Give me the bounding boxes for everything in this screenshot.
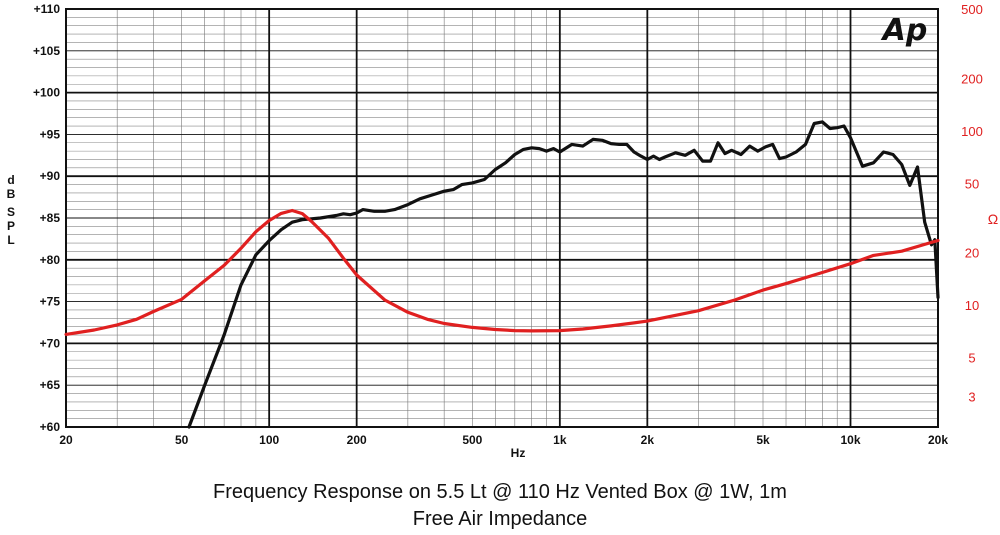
y-tick-label: +100: [33, 86, 60, 100]
y2-tick-label: 500: [961, 2, 983, 17]
x-tick-label: 2k: [641, 433, 655, 447]
chart-subtitle: Free Air Impedance: [412, 508, 588, 530]
ap-logo: Ap: [881, 13, 928, 48]
plot-frame: [65, 8, 939, 428]
x-tick-label: 100: [259, 433, 279, 447]
right-axis-title: Ω: [988, 211, 998, 227]
y-tick-label: +75: [40, 295, 61, 309]
y2-tick-label: 5: [968, 351, 975, 366]
y-tick-label: +65: [40, 378, 61, 392]
x-tick-label: 10k: [840, 433, 860, 447]
y-tick-label: +105: [33, 44, 60, 58]
y2-tick-label: 100: [961, 124, 983, 139]
y2-tick-label: 200: [961, 71, 983, 86]
x-axis-title: Hz: [511, 446, 526, 460]
impedance-series-line: [64, 208, 940, 336]
major-grid: [66, 8, 938, 428]
x-tick-label: 500: [462, 433, 482, 447]
y-tick-label: +95: [40, 127, 61, 141]
left-axis-ticks: +110 +105 +100 +95 +90 +85 +80 +75 +70 +65 +60: [33, 2, 60, 434]
y-tick-label: +60: [40, 420, 61, 434]
x-axis-ticks: 20 50 100 200 500 1k 2k 5k 10k 20k: [59, 433, 948, 447]
y-tick-label: +70: [40, 336, 61, 350]
y-tick-label: +90: [40, 169, 61, 183]
y-axis-title-letter: L: [7, 233, 14, 247]
y-axis-title-letter: B: [7, 187, 16, 201]
x-tick-label: 20: [59, 433, 73, 447]
chart-title: Frequency Response on 5.5 Lt @ 110 Hz Ve…: [213, 481, 787, 503]
y-tick-label: +85: [40, 211, 61, 225]
y2-tick-label: 3: [968, 389, 975, 404]
y2-tick-label: 20: [965, 246, 979, 261]
spl-series-line: [187, 120, 940, 429]
right-axis-ticks: 500 200 100 50 20 10 5 3: [961, 2, 983, 404]
x-tick-label: 20k: [928, 433, 948, 447]
y2-tick-label: 10: [965, 298, 979, 313]
y-axis-title-letter: P: [7, 219, 15, 233]
x-tick-label: 1k: [553, 433, 567, 447]
y-axis-title-letter: S: [7, 205, 15, 219]
x-tick-label: 50: [175, 433, 189, 447]
y-axis-title-letter: d: [7, 173, 14, 187]
y-tick-label: +80: [40, 253, 61, 267]
series-layer: [64, 120, 940, 429]
y-tick-label: +110: [34, 2, 61, 16]
y2-tick-label: 50: [965, 176, 979, 191]
x-tick-label: 5k: [756, 433, 770, 447]
x-tick-label: 200: [347, 433, 367, 447]
